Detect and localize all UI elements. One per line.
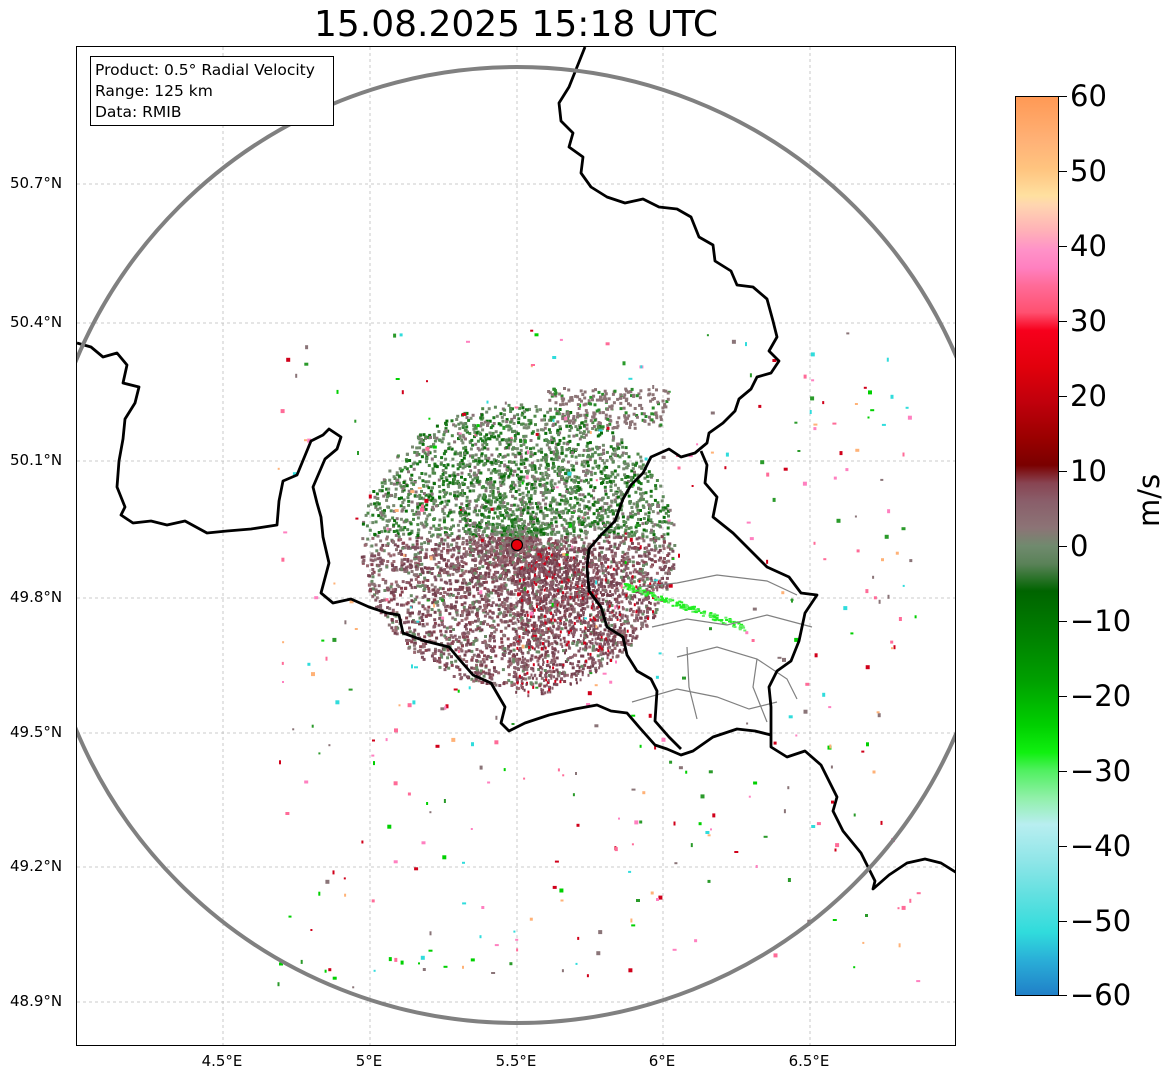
range-line: Range: 125 km bbox=[95, 82, 213, 100]
colorbar-tick bbox=[1059, 621, 1067, 622]
colorbar-tick bbox=[1059, 246, 1067, 247]
colorbar-tick bbox=[1059, 771, 1067, 772]
colorbar-tick bbox=[1059, 171, 1067, 172]
colorbar-tick bbox=[1059, 995, 1067, 996]
colorbar-tick bbox=[1059, 321, 1067, 322]
lon-label: 4.5°E bbox=[201, 1052, 243, 1070]
lon-label: 6°E bbox=[648, 1052, 676, 1070]
colorbar-label: 10 bbox=[1070, 454, 1107, 488]
colorbar-label: −40 bbox=[1070, 829, 1132, 863]
colorbar-tick bbox=[1059, 921, 1067, 922]
lat-label: 50.1°N bbox=[10, 451, 63, 469]
colorbar-label: 40 bbox=[1070, 229, 1107, 263]
lat-label: 50.4°N bbox=[10, 313, 63, 331]
colorbar-tick bbox=[1059, 471, 1067, 472]
colorbar-tick bbox=[1059, 96, 1067, 97]
colorbar-tick bbox=[1059, 396, 1067, 397]
colorbar-label: 0 bbox=[1070, 529, 1089, 563]
lat-label: 50.7°N bbox=[10, 174, 63, 192]
product-line: Product: 0.5° Radial Velocity bbox=[95, 61, 315, 79]
lon-label: 6.5°E bbox=[788, 1052, 830, 1070]
velocity-echoes bbox=[277, 329, 921, 989]
velocity-colorbar bbox=[1015, 96, 1059, 996]
colorbar-tick bbox=[1059, 846, 1067, 847]
country-borders bbox=[77, 47, 955, 891]
radar-map[interactable] bbox=[76, 46, 956, 1046]
lon-label: 5.5°E bbox=[495, 1052, 537, 1070]
radar-site-marker bbox=[510, 538, 524, 552]
lon-label: 5°E bbox=[355, 1052, 383, 1070]
lat-label: 49.2°N bbox=[10, 857, 63, 875]
data-source-line: Data: RMIB bbox=[95, 103, 182, 121]
range-ring bbox=[77, 65, 955, 1025]
canton-borders bbox=[631, 574, 813, 723]
colorbar-label: −10 bbox=[1070, 604, 1132, 638]
colorbar-label: 30 bbox=[1070, 304, 1107, 338]
colorbar-label: 20 bbox=[1070, 379, 1107, 413]
product-info-box: Product: 0.5° Radial Velocity Range: 125… bbox=[90, 56, 334, 126]
map-title: 15.08.2025 15:18 UTC bbox=[313, 4, 719, 45]
lat-label: 48.9°N bbox=[10, 992, 63, 1010]
colorbar-tick bbox=[1059, 546, 1067, 547]
colorbar-unit-label: m/s bbox=[1132, 473, 1166, 527]
colorbar-label: −30 bbox=[1070, 754, 1132, 788]
colorbar-label: −60 bbox=[1070, 978, 1132, 1012]
colorbar-label: −20 bbox=[1070, 679, 1132, 713]
radar-map-svg bbox=[77, 47, 955, 1045]
colorbar-label: −50 bbox=[1070, 904, 1132, 938]
lat-label: 49.5°N bbox=[10, 723, 63, 741]
colorbar-tick bbox=[1059, 696, 1067, 697]
colorbar-label: 60 bbox=[1070, 79, 1107, 113]
colorbar-label: 50 bbox=[1070, 154, 1107, 188]
lat-label: 49.8°N bbox=[10, 588, 63, 606]
